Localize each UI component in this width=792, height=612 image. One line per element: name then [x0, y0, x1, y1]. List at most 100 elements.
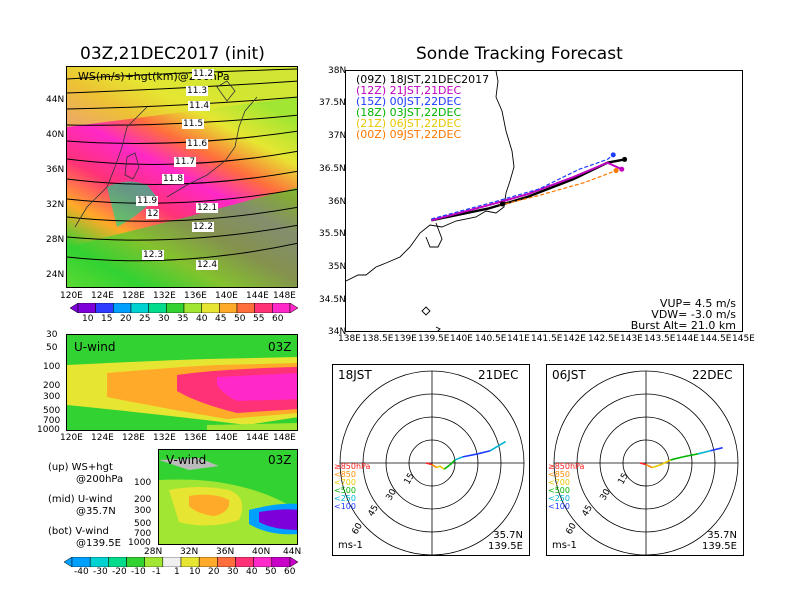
lat-tick: 36N	[216, 547, 235, 557]
colorbar-cell	[144, 557, 164, 567]
track-line	[431, 154, 614, 220]
colorbar-tick: 15	[101, 314, 113, 324]
hodo1-location: 35.7N 139.5E	[488, 530, 523, 552]
lon-tick: 143E	[620, 334, 643, 344]
colorbar-cell	[95, 303, 114, 313]
colorbar-cell	[272, 303, 291, 313]
contour-label: 11.3	[186, 86, 209, 96]
track-legend: (09Z) 18JST,21DEC2017 (12Z) 21JST,21DEC …	[356, 74, 489, 140]
colorbar-tick: 45	[215, 314, 227, 324]
colorbar-cell	[219, 303, 238, 313]
colorbar-tick: 30	[158, 314, 170, 324]
legend-entry-12z: (12Z) 21JST,21DEC	[356, 85, 489, 96]
hodo2-pressure-legend: ≥850hPa <850 <700 <500 <250 <100	[548, 463, 584, 511]
lon-tick: 144.5E	[700, 334, 732, 344]
contour-label: 11.6	[186, 139, 209, 149]
contour-label: 12.1	[196, 203, 219, 213]
hodo2-lat: 35.7N	[707, 530, 737, 541]
hodo-segment	[449, 459, 456, 466]
colorbar-cell	[235, 557, 254, 567]
p-tick: 200	[43, 381, 61, 391]
lat-tick: 35N	[328, 262, 347, 272]
track-lon-ticks: 138E 138.5E 139E 139.5E 140E 140.5E 141E…	[338, 334, 755, 346]
pressure-legend-item: <850	[548, 470, 570, 479]
note-bot: (bot) V-wind @139.5E	[48, 526, 121, 550]
lon-tick: 136E	[184, 291, 207, 301]
sonde-params: VUP= 4.5 m/s VDW= -3.0 m/s Burst Alt= 21…	[631, 298, 736, 331]
p-tick: 1000	[37, 425, 60, 435]
hodograph-1-graphic	[339, 370, 525, 555]
colorbar-tick: 50	[265, 567, 277, 577]
hodo-segment	[710, 446, 723, 452]
p-tick: 50	[46, 343, 58, 353]
lat-tick: 28N	[46, 235, 65, 245]
legend-code: (12Z)	[356, 84, 387, 97]
ws-hgt-map-graphic	[67, 67, 297, 287]
lat-tick: 35.5N	[319, 229, 346, 239]
contour-label: 12.2	[192, 222, 215, 232]
track-end-point	[613, 168, 619, 174]
lat-tick: 28N	[144, 547, 163, 557]
lon-tick: 132E	[153, 291, 176, 301]
colorbar-cell	[201, 303, 220, 313]
lon-tick: 132E	[153, 433, 176, 443]
legend-time: 00JST,22DEC	[389, 95, 462, 108]
contour-label: 11.7	[174, 157, 197, 167]
lat-tick: 24N	[46, 270, 65, 280]
pressure-legend-item: <700	[548, 478, 570, 487]
pressure-legend-item: <500	[548, 486, 570, 495]
right-title: Sonde Tracking Forecast	[416, 44, 623, 64]
lon-tick: 124E	[91, 291, 114, 301]
hodo2-date: 22DEC	[692, 368, 733, 382]
colorbar-cell	[254, 303, 273, 313]
colorbar-cell	[71, 557, 91, 567]
lat-tick: 40N	[252, 547, 271, 557]
colorbar-cell	[253, 557, 273, 567]
lon-tick: 139.5E	[418, 334, 450, 344]
lon-tick: 128E	[122, 291, 145, 301]
tracking-graphic	[346, 71, 628, 331]
hodo-segment	[425, 462, 433, 466]
colorbar-tick: 10	[82, 314, 94, 324]
p-tick: 300	[134, 506, 152, 516]
contour-label: 11.2	[192, 69, 215, 79]
track-line	[431, 161, 623, 222]
colorbar-tick: 35	[177, 314, 189, 324]
lon-tick: 138E	[338, 334, 361, 344]
vwind-label: V-wind	[166, 453, 207, 467]
track-start-point	[499, 201, 505, 207]
hodo-segment	[462, 453, 479, 458]
lat-tick: 37N	[328, 131, 347, 141]
track-end-point	[619, 166, 625, 172]
lat-tick: 38N	[328, 66, 347, 76]
colorbar-cell	[180, 557, 200, 567]
hodo1-lat: 35.7N	[493, 530, 523, 541]
lat-tick: 40N	[46, 130, 65, 140]
colorbar-cell	[162, 557, 182, 567]
lon-tick: 144E	[246, 433, 269, 443]
colorbar-arrow-left	[70, 303, 79, 313]
lat-tick: 32N	[46, 200, 65, 210]
hodo-segment	[431, 463, 438, 469]
vwind-time: 03Z	[268, 453, 292, 467]
lon-tick: 139E	[394, 334, 417, 344]
note-sub: @35.7N	[76, 506, 116, 517]
legend-entry-18z: (18Z) 03JST,22DEC	[356, 107, 489, 118]
colorbar-tick: 40	[196, 314, 208, 324]
colorbar-bottom-ticks: -40 -30 -20 -10 -1 1 10 20 30 40 50 60	[64, 567, 298, 577]
vwind-panel	[158, 449, 298, 545]
colorbar-cell	[198, 557, 218, 567]
colorbar-cell	[217, 557, 236, 567]
note-sub: @139.5E	[76, 538, 121, 549]
hodo-segment	[454, 456, 463, 461]
colorbar-tick: -1	[152, 567, 161, 577]
colorbar-tick: 1	[174, 567, 180, 577]
lon-tick: 140.5E	[475, 334, 507, 344]
lon-tick: 138.5E	[362, 334, 394, 344]
track-line	[431, 158, 625, 222]
hodo-segment	[670, 456, 683, 461]
colorbar-tick: 50	[234, 314, 246, 324]
lon-tick: 148E	[273, 433, 296, 443]
colorbar-cell	[108, 557, 127, 567]
p-tick: 30	[46, 330, 58, 340]
